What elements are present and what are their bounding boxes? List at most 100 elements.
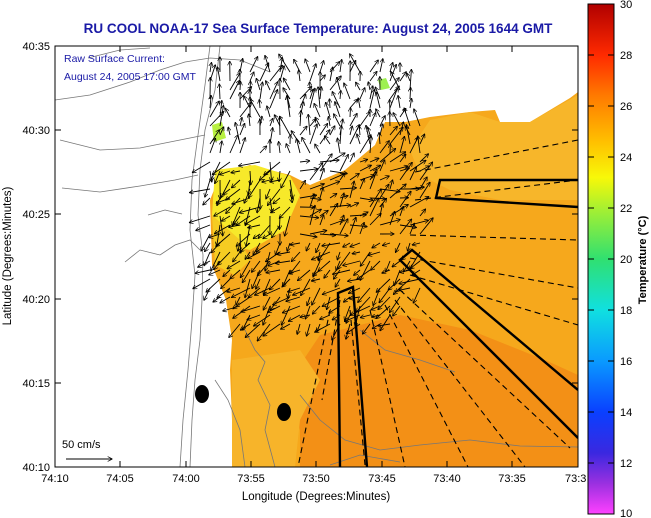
current-vector <box>334 114 341 127</box>
current-vector <box>279 142 280 154</box>
current-vector <box>269 65 282 82</box>
current-vector <box>419 209 426 217</box>
current-vector <box>223 188 231 194</box>
current-vector <box>299 126 307 136</box>
current-vector <box>229 135 238 154</box>
x-tick-label: 74:05 <box>106 473 134 485</box>
current-vector <box>378 324 391 326</box>
current-vector <box>219 127 224 136</box>
current-vector <box>378 296 391 310</box>
current-vector <box>332 92 341 109</box>
current-vector <box>225 108 231 118</box>
current-vector <box>198 260 211 267</box>
current-vector <box>329 153 345 163</box>
current-vector <box>196 224 211 231</box>
colorbar-tick-label: 26 <box>620 101 632 113</box>
current-vector <box>300 111 301 127</box>
current-vector <box>328 117 330 127</box>
current-vector <box>256 78 261 91</box>
current-vector <box>315 117 321 127</box>
current-vector <box>412 243 421 245</box>
current-vector <box>259 170 271 180</box>
current-vector <box>316 242 321 253</box>
scale-label: 50 cm/s <box>62 439 101 451</box>
current-vector <box>396 242 401 252</box>
current-vector <box>413 287 421 303</box>
current-vector <box>205 242 211 252</box>
current-vector <box>359 159 368 162</box>
current-vector <box>256 278 261 289</box>
colorbar-tick-label: 24 <box>620 152 632 164</box>
current-vector <box>219 106 224 127</box>
current-vector <box>285 215 291 236</box>
current-vector <box>363 323 371 334</box>
current-vector <box>348 287 361 293</box>
current-vector <box>220 170 231 175</box>
current-vector <box>262 180 271 182</box>
current-vector <box>229 81 240 100</box>
current-vector <box>211 242 221 253</box>
current-vector <box>349 181 354 199</box>
current-vector <box>254 314 271 326</box>
colorbar-tick-label: 14 <box>620 407 632 419</box>
current-vector <box>419 134 425 145</box>
current-vector <box>339 219 348 235</box>
current-vector <box>209 233 221 238</box>
current-vector <box>372 315 381 317</box>
current-vector <box>356 82 361 91</box>
current-vector <box>357 269 371 279</box>
current-vector <box>339 188 356 189</box>
current-vector <box>263 296 271 310</box>
current-vector <box>404 108 411 127</box>
current-vector <box>239 138 245 154</box>
current-vector <box>240 323 251 330</box>
current-vector <box>203 197 211 205</box>
current-vector <box>298 269 311 281</box>
current-vector <box>212 161 231 175</box>
current-vector <box>398 96 400 109</box>
current-vector <box>389 126 397 136</box>
current-vector <box>282 278 291 287</box>
current-vector <box>379 287 391 303</box>
current-vector <box>329 126 335 136</box>
current-vector <box>205 179 211 197</box>
current-vector <box>307 296 311 306</box>
current-vector <box>320 314 331 319</box>
current-vector <box>376 278 391 292</box>
current-vector <box>380 314 391 331</box>
current-vector <box>306 242 311 251</box>
current-vector <box>349 203 359 208</box>
x-tick-label: 73:40 <box>433 473 461 485</box>
current-vector <box>401 251 411 260</box>
colorbar-tick-label: 18 <box>620 305 632 317</box>
current-vector <box>332 323 341 340</box>
current-vector <box>299 216 319 218</box>
current-vector <box>257 197 261 213</box>
current-vector <box>281 305 291 325</box>
current-vector <box>280 117 281 136</box>
current-vector <box>349 113 357 127</box>
current-vector <box>409 167 416 181</box>
station-marker-1 <box>195 385 209 403</box>
current-vector <box>409 223 414 235</box>
current-vector <box>410 260 421 269</box>
current-vector <box>382 269 391 273</box>
current-vector <box>369 113 376 127</box>
current-vector <box>344 314 361 321</box>
current-vector <box>412 269 421 275</box>
current-vector <box>228 127 230 136</box>
current-vector <box>195 269 211 273</box>
current-vector <box>275 261 291 263</box>
current-vector <box>319 61 324 73</box>
current-vector <box>245 215 261 224</box>
current-vector <box>286 144 291 154</box>
current-annotation-line2: August 24, 2005 17:00 GMT <box>64 71 197 83</box>
current-vector <box>209 269 221 275</box>
current-vector <box>339 193 344 208</box>
current-vector <box>239 123 245 136</box>
current-vector <box>242 269 251 283</box>
current-vector <box>240 117 242 127</box>
current-vector <box>263 323 281 336</box>
current-vector <box>324 136 331 145</box>
current-vector <box>399 136 405 154</box>
